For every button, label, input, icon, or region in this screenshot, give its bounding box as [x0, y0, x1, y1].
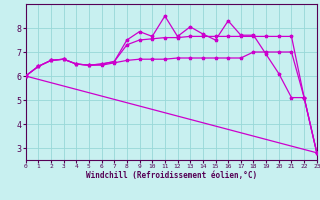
X-axis label: Windchill (Refroidissement éolien,°C): Windchill (Refroidissement éolien,°C)	[86, 171, 257, 180]
